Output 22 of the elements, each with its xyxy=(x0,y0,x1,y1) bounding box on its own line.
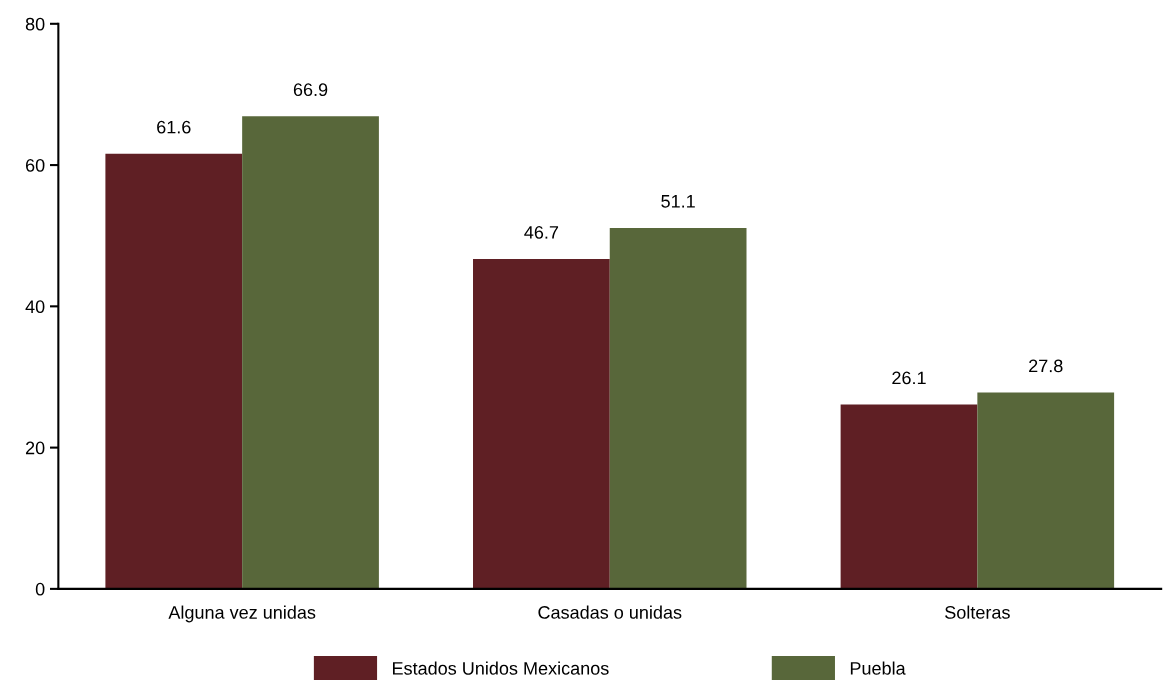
x-tick-label: Casadas o unidas xyxy=(538,605,682,619)
y-tick-label: 80 xyxy=(25,17,45,31)
x-tick-label: Alguna vez unidas xyxy=(168,605,316,623)
bar xyxy=(977,392,1115,589)
data-label: 27.8 xyxy=(1029,359,1063,373)
bar xyxy=(242,116,379,589)
data-label: 61.6 xyxy=(157,120,191,134)
bar xyxy=(609,227,747,589)
y-tick-label: 20 xyxy=(25,441,45,455)
y-tick-label: 0 xyxy=(35,582,45,596)
legend-label: Estados Unidos Mexicanos xyxy=(393,661,609,675)
x-tick-label: Solteras xyxy=(945,605,1010,619)
bar xyxy=(473,259,610,589)
bar xyxy=(105,153,243,589)
data-label: 46.7 xyxy=(524,225,559,239)
data-label: 66.9 xyxy=(293,83,328,97)
legend-label: Puebla xyxy=(850,661,906,675)
data-label: 51.1 xyxy=(661,195,695,208)
y-tick-label: 40 xyxy=(25,300,45,314)
y-tick-label: 60 xyxy=(25,159,45,172)
bar xyxy=(840,404,978,589)
data-label: 26.1 xyxy=(892,371,926,385)
